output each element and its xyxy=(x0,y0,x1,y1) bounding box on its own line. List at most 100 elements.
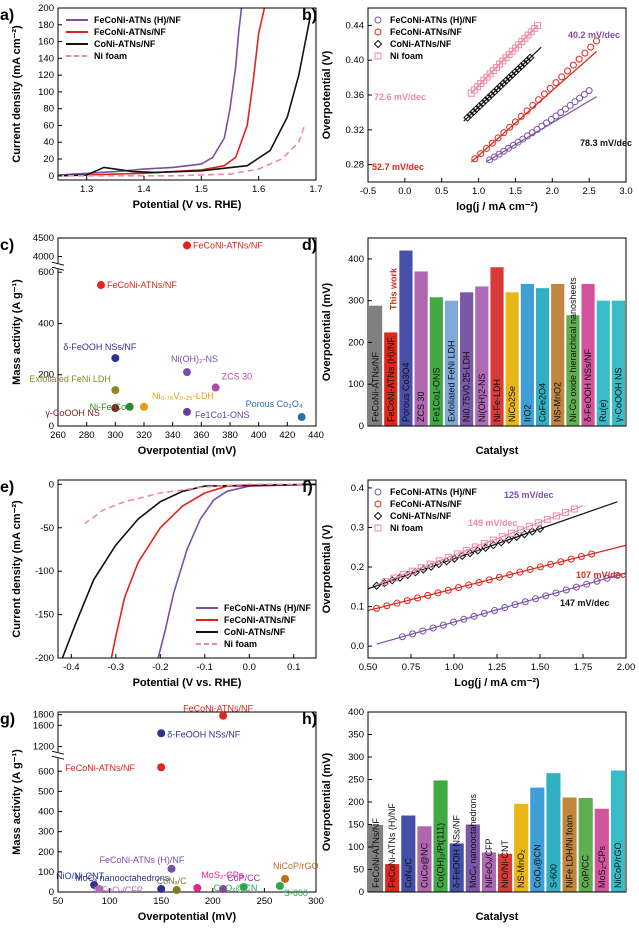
plot-area-f xyxy=(367,501,627,645)
data-point xyxy=(460,615,468,623)
point-label: NiO/Ni-CNT xyxy=(56,871,104,881)
data-point xyxy=(172,885,181,894)
data-point xyxy=(417,564,425,572)
data-point xyxy=(529,101,537,109)
bar xyxy=(596,300,610,426)
bar xyxy=(610,770,625,892)
y-tick-label: 0 xyxy=(49,479,54,490)
legend-label: FeCoNi-ATNs (H)/NF xyxy=(94,15,181,25)
x-axis-label-a: Potential (V vs. RHE) xyxy=(133,199,242,211)
bar-label: CuCo@NC xyxy=(419,842,429,888)
x-tick-label: 0.50 xyxy=(359,662,378,673)
data-point xyxy=(547,115,555,123)
x-tick-label: 1.3 xyxy=(80,184,93,195)
fit-line xyxy=(376,505,584,586)
data-point xyxy=(480,609,488,617)
point-label: MoCₓ nanooctahedrons xyxy=(75,873,170,883)
y-tick-label: 0.44 xyxy=(346,20,365,31)
data-point xyxy=(511,67,520,77)
x-axis-label-f: Log(j / mA cm⁻²) xyxy=(454,677,540,689)
data-point xyxy=(542,119,550,127)
point-label: Porous Co₃O₄ xyxy=(246,399,303,409)
data-point xyxy=(516,526,524,534)
data-point xyxy=(542,592,550,600)
panel-label-h: h) xyxy=(302,711,317,728)
bar-label: ZCS 30 xyxy=(416,391,426,422)
data-point xyxy=(534,519,542,527)
bar-label: Porous Co3O4 xyxy=(401,362,411,422)
data-point xyxy=(533,125,541,133)
x-tick-label: 1.50 xyxy=(531,662,550,673)
data-point xyxy=(525,53,535,62)
x-tick-label: 300 xyxy=(107,430,123,441)
data-point xyxy=(491,606,499,614)
data-point xyxy=(489,540,498,550)
legend-marker xyxy=(374,52,382,60)
bar xyxy=(520,283,534,426)
bar xyxy=(401,815,416,892)
legend-label: FeCoNi-ATNs (H)/NF xyxy=(224,603,311,613)
bar-label: Ru(e) xyxy=(598,399,608,422)
bar xyxy=(369,305,383,426)
y-tick-label: 1600 xyxy=(33,720,54,731)
data-point xyxy=(525,522,533,530)
x-tick-label: 0.0 xyxy=(398,186,411,197)
y-tick-label: 600 xyxy=(38,267,54,278)
x-axis-label-d: Catalyst xyxy=(476,445,519,457)
x-axis-label-c: Overpotential (mV) xyxy=(138,445,237,457)
bar xyxy=(535,288,550,426)
bar xyxy=(460,292,474,426)
y-tick-label: -150 xyxy=(35,610,54,621)
data-point xyxy=(546,84,554,92)
data-point xyxy=(571,98,579,106)
y-axis-label-c: Mass activity (A g⁻¹) xyxy=(11,279,23,385)
data-point xyxy=(444,553,452,561)
data-point xyxy=(419,627,427,635)
legend-label: FeCoNi-ATNs (H)/NF xyxy=(390,487,477,497)
data-point xyxy=(564,67,572,75)
data-point xyxy=(475,101,484,111)
bar xyxy=(498,853,513,892)
bar xyxy=(417,826,432,892)
bar-label: IrO2 xyxy=(522,404,532,422)
y-tick-label: 0 xyxy=(49,421,54,432)
data-point xyxy=(585,87,593,95)
x-tick-label: 1.0 xyxy=(472,186,485,197)
bar xyxy=(566,315,580,426)
series-line xyxy=(57,7,243,176)
y-tick-label: 0.40 xyxy=(346,55,365,66)
data-point xyxy=(552,112,560,120)
bar xyxy=(581,283,595,426)
data-point xyxy=(372,581,381,590)
bar xyxy=(530,787,545,892)
data-point xyxy=(587,43,595,51)
data-point xyxy=(465,548,475,558)
data-point xyxy=(593,577,601,585)
point-label: FeCoNi-ATNs/NF xyxy=(107,280,177,290)
data-point xyxy=(576,94,584,102)
legend-label: Ni foam xyxy=(390,523,423,533)
data-point xyxy=(552,589,560,597)
data-point xyxy=(552,512,560,520)
y-tick-label: 100 xyxy=(348,379,364,390)
bar-label: Co(OH)₂/Pt(111) xyxy=(436,823,446,888)
y-tick-label: 0 xyxy=(359,887,364,898)
data-point xyxy=(535,96,543,104)
bar xyxy=(611,300,625,426)
x-tick-label: 50 xyxy=(53,896,64,907)
data-point xyxy=(399,571,407,579)
point-label: FeCoNi-ATNs/NF xyxy=(193,240,263,250)
slope-label: 78.3 mV/dec xyxy=(580,138,632,148)
x-tick-label: 100 xyxy=(102,896,118,907)
data-point xyxy=(435,557,443,565)
data-point xyxy=(517,62,526,71)
y-tick-label: 20 xyxy=(43,154,54,165)
y-tick-label: 300 xyxy=(348,752,364,763)
data-point xyxy=(516,568,524,576)
bar xyxy=(414,271,428,426)
y-tick-label: 0.0 xyxy=(351,641,364,652)
bar-label: MoS₂-CPs xyxy=(597,846,607,888)
bar-label: NiCo2Se xyxy=(507,386,517,422)
panel-label-g: g) xyxy=(0,711,15,728)
plot-area-a xyxy=(57,7,312,177)
